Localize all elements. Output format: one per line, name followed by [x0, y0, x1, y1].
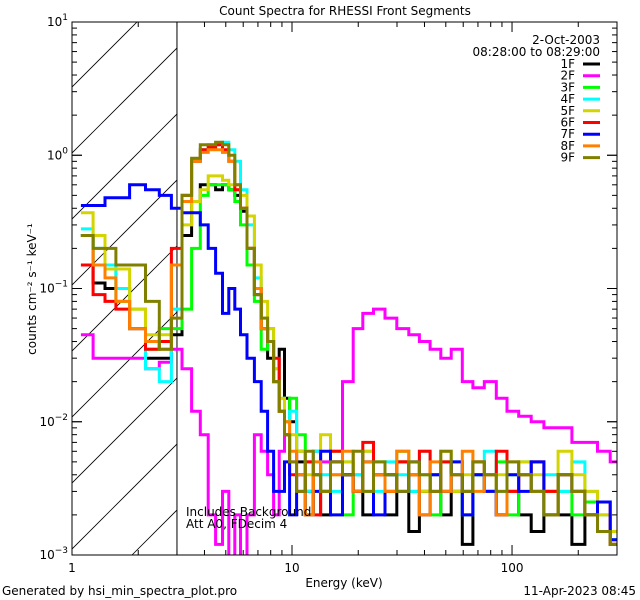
- legend-label-2F: 2F: [560, 69, 575, 83]
- hatch-line: [72, 22, 138, 88]
- y-tick-exponent: 1: [62, 13, 68, 23]
- hatch-line: [72, 245, 177, 352]
- hatched-region: [72, 0, 640, 555]
- y-tick-label: 101: [47, 13, 68, 29]
- y-tick-base: 10: [47, 148, 62, 162]
- x-tick-label: 10: [284, 561, 299, 575]
- legend-label-7F: 7F: [560, 127, 575, 141]
- y-tick-exponent: 0: [62, 146, 68, 156]
- y-tick-label: 10−2: [39, 413, 68, 429]
- hatch-line: [72, 47, 177, 154]
- legend-label-1F: 1F: [560, 57, 575, 71]
- hatch-line: [72, 377, 177, 484]
- y-tick-exponent: −1: [55, 280, 68, 290]
- legend-time-range: 08:28:00 to 08:29:00: [473, 45, 600, 59]
- x-tick-label: 100: [501, 561, 524, 575]
- hatch-lines: [72, 0, 640, 555]
- series-2F: [80, 307, 617, 555]
- legend-label-3F: 3F: [560, 80, 575, 94]
- chart-title: Count Spectra for RHESSI Front Segments: [219, 4, 471, 18]
- annotation-attenuator: Att A0, FDecim 4: [186, 517, 287, 531]
- y-tick-base: 10: [39, 548, 54, 562]
- series-group: [80, 140, 617, 555]
- hatch-line: [72, 179, 177, 286]
- legend-date: 2-Oct-2003: [532, 33, 600, 47]
- y-tick-exponent: −2: [55, 413, 68, 423]
- y-tick-exponent: −3: [55, 546, 68, 556]
- legend-label-5F: 5F: [560, 104, 575, 118]
- legend-label-8F: 8F: [560, 139, 575, 153]
- footer-timestamp: 11-Apr-2023 08:45: [523, 584, 636, 598]
- legend-label-4F: 4F: [560, 92, 575, 106]
- series-9F: [80, 140, 617, 546]
- hatch-line: [462, 0, 640, 555]
- y-tick-label: 10−3: [39, 546, 68, 562]
- x-tick-label: 1: [68, 561, 76, 575]
- y-tick-base: 10: [39, 415, 54, 429]
- legend-label-9F: 9F: [560, 151, 575, 165]
- y-tick-base: 10: [47, 15, 62, 29]
- y-axis-label: counts cm⁻² s⁻¹ keV⁻¹: [25, 223, 39, 355]
- annotation-background: Includes Background: [186, 505, 311, 519]
- y-tick-label: 10−1: [39, 280, 68, 296]
- y-tick-label: 100: [47, 146, 68, 162]
- x-axis-label: Energy (keV): [305, 576, 382, 590]
- legend-label-6F: 6F: [560, 116, 575, 130]
- footer-generated-by: Generated by hsi_min_spectra_plot.pro: [2, 584, 237, 598]
- y-tick-base: 10: [39, 282, 54, 296]
- hatch-line: [72, 443, 177, 550]
